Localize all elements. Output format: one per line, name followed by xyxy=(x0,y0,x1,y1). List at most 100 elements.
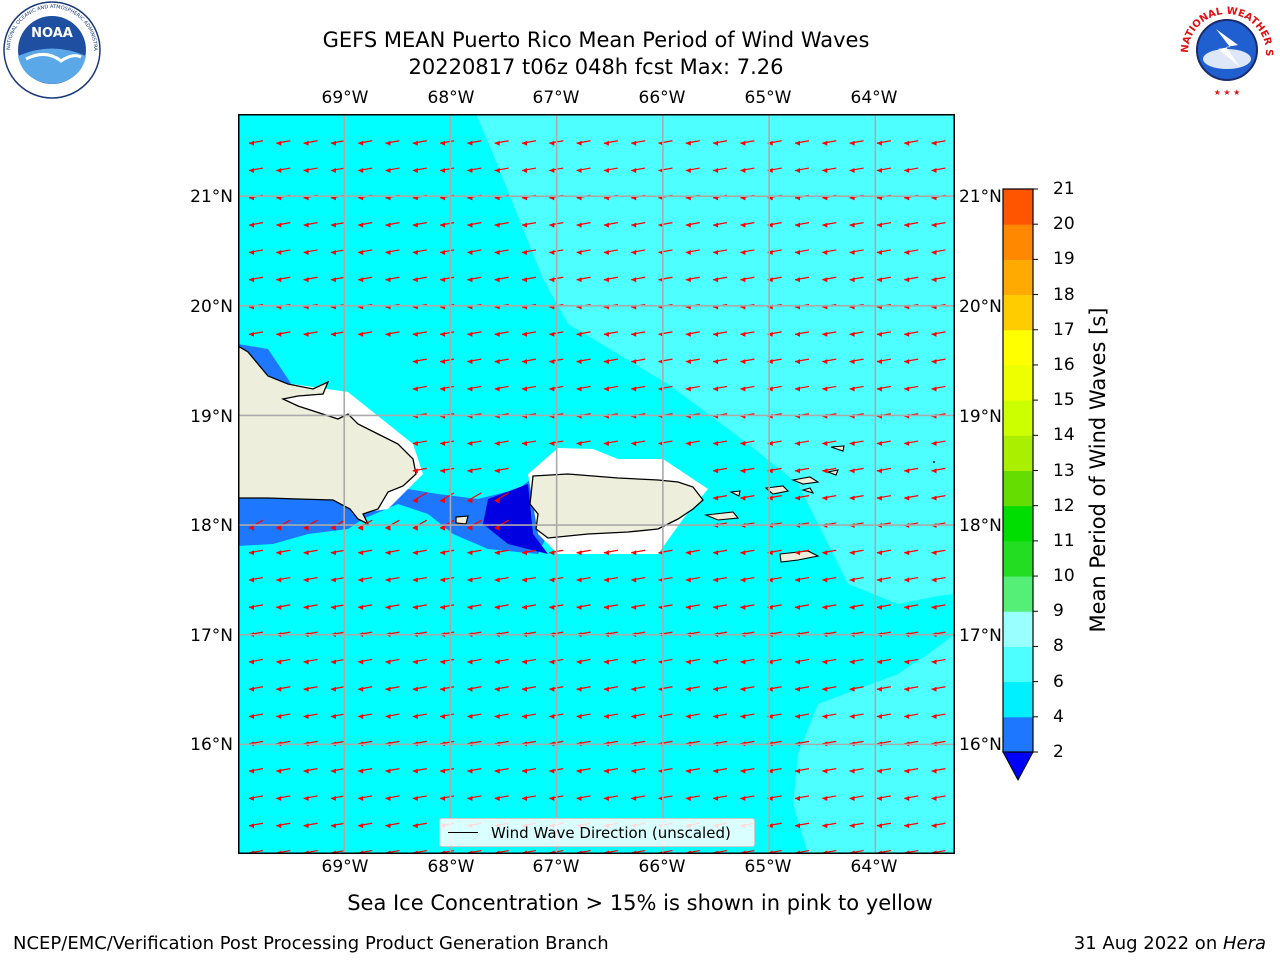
wind-arrow xyxy=(358,795,373,801)
wind-arrow xyxy=(248,686,264,692)
colorbar-tick-label: 13 xyxy=(1053,460,1075,481)
lon-tick-top: 64°W xyxy=(850,88,898,108)
map-frame xyxy=(238,114,955,854)
wind-arrow xyxy=(330,167,346,174)
wind-arrow xyxy=(303,604,318,610)
wind-arrow xyxy=(276,549,291,556)
colorbar-segment xyxy=(1003,576,1033,612)
wind-arrow xyxy=(276,713,291,720)
wind-arrow xyxy=(358,822,373,829)
wind-arrow xyxy=(330,686,346,692)
wind-arrow xyxy=(685,249,700,255)
wind-arrow xyxy=(904,549,919,556)
lat-tick-left: 19°N xyxy=(190,407,233,427)
wind-arrow xyxy=(876,467,892,474)
wind-arrow xyxy=(794,768,810,774)
wind-arrow xyxy=(904,385,919,392)
wind-arrow xyxy=(303,713,318,720)
wind-arrow xyxy=(439,549,455,556)
wind-arrow xyxy=(467,222,482,228)
wind-arrow xyxy=(740,713,755,720)
wind-arrow xyxy=(931,331,946,337)
wind-arrow xyxy=(767,768,782,774)
wind-arrow xyxy=(467,519,482,531)
wind-arrow xyxy=(876,276,892,283)
wind-arrow xyxy=(521,331,537,337)
colorbar-tick-label: 18 xyxy=(1053,284,1075,305)
lon-tick-top: 68°W xyxy=(427,88,475,108)
wind-arrow xyxy=(494,686,509,692)
wind-arrow xyxy=(740,467,755,474)
wind-arrow xyxy=(439,686,455,692)
wind-arrow xyxy=(849,795,864,801)
wind-arrow xyxy=(276,276,291,283)
wind-arrow xyxy=(849,686,864,692)
wind-arrow xyxy=(904,658,919,665)
wind-arrow xyxy=(576,604,591,610)
wind-arrow xyxy=(631,686,646,692)
legend-label: Wind Wave Direction (unscaled) xyxy=(491,823,731,842)
wind-arrow xyxy=(822,495,837,501)
wind-arrow xyxy=(603,140,619,146)
wind-arrow xyxy=(740,167,755,174)
wind-arrow xyxy=(439,768,455,774)
wind-arrow xyxy=(521,440,537,447)
colorbar-segment xyxy=(1003,646,1033,683)
wind-arrow xyxy=(740,358,755,365)
wind-arrow xyxy=(876,249,892,255)
wind-arrow xyxy=(330,276,346,283)
wind-arrow xyxy=(685,385,700,392)
wind-arrow xyxy=(876,385,892,392)
wind-arrow xyxy=(931,604,946,610)
wind-arrow xyxy=(904,467,919,474)
wind-arrow xyxy=(904,440,919,447)
wind-arrow xyxy=(931,276,946,283)
wind-arrow xyxy=(330,713,346,720)
wind-arrow xyxy=(685,658,700,665)
wind-arrow xyxy=(712,440,728,447)
colorbar-tick-label: 19 xyxy=(1053,249,1075,270)
wind-arrow xyxy=(494,519,509,531)
lat-tick-left: 18°N xyxy=(190,516,233,536)
wind-arrow xyxy=(931,822,946,829)
wind-arrow xyxy=(767,167,782,174)
wind-arrow xyxy=(931,713,946,720)
wind-arrow xyxy=(849,440,864,447)
wind-arrow xyxy=(576,768,591,774)
wind-arrow xyxy=(603,549,619,556)
wind-arrow xyxy=(494,713,509,720)
lon-tick-bottom: 68°W xyxy=(427,857,475,877)
wind-arrow xyxy=(794,440,810,447)
wind-arrow xyxy=(685,167,700,174)
wind-arrow xyxy=(276,222,291,228)
wind-arrow xyxy=(931,385,946,392)
colorbar-segment xyxy=(1003,716,1033,753)
wind-arrow xyxy=(740,686,755,692)
wind-arrow xyxy=(385,713,400,720)
wind-arrow xyxy=(303,167,318,174)
wind-arrow xyxy=(494,549,509,556)
wind-arrow xyxy=(467,549,482,556)
wind-arrow xyxy=(631,358,646,365)
wind-arrow xyxy=(385,768,400,774)
wind-arrow xyxy=(439,467,455,474)
colorbar-tick-label: 4 xyxy=(1053,706,1064,727)
wind-arrow xyxy=(794,495,810,501)
wind-arrow xyxy=(330,768,346,774)
wind-arrow xyxy=(576,331,591,337)
wind-arrow xyxy=(767,222,782,228)
wind-arrow xyxy=(685,358,700,365)
wind-arrow xyxy=(712,331,728,337)
wind-arrow xyxy=(712,549,728,556)
wind-arrow xyxy=(385,276,400,283)
wind-arrow xyxy=(767,276,782,283)
wind-arrow xyxy=(876,358,892,365)
wind-arrow xyxy=(822,358,837,365)
wind-arrow xyxy=(685,713,700,720)
wind-arrow xyxy=(385,140,400,146)
wind-arrow xyxy=(794,795,810,801)
wind-arrow xyxy=(412,519,428,531)
wind-arrow xyxy=(330,249,346,255)
wind-arrow xyxy=(521,358,537,365)
wind-arrow xyxy=(876,795,892,801)
